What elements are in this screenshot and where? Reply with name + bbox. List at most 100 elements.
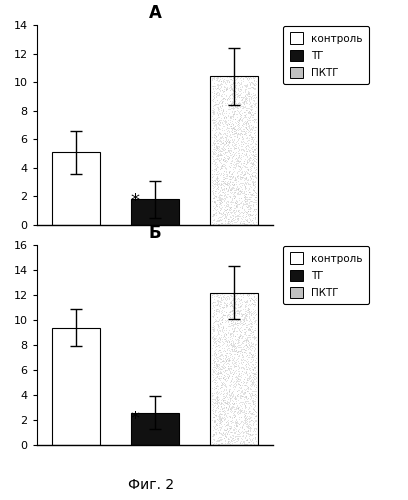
Point — [232, 319, 238, 327]
Point — [211, 359, 217, 367]
Point — [219, 86, 226, 94]
Point — [224, 302, 231, 310]
Point — [222, 138, 228, 145]
Point — [245, 374, 252, 382]
Point — [211, 204, 217, 212]
Point — [230, 328, 236, 336]
Point — [211, 406, 218, 414]
Point — [234, 342, 240, 350]
Point — [224, 310, 231, 318]
Point — [219, 383, 226, 391]
Point — [232, 392, 238, 400]
Point — [235, 94, 242, 102]
Point — [241, 425, 247, 433]
Point — [215, 120, 221, 128]
Point — [243, 289, 250, 297]
Point — [243, 360, 249, 368]
Point — [224, 197, 230, 205]
Point — [236, 309, 242, 317]
Point — [226, 105, 233, 113]
Point — [243, 322, 249, 330]
Point — [235, 168, 242, 175]
Point — [220, 188, 226, 196]
Point — [219, 120, 226, 128]
Point — [246, 307, 253, 315]
Point — [229, 216, 236, 224]
Point — [222, 414, 228, 422]
Point — [231, 86, 237, 94]
Point — [231, 164, 237, 172]
Point — [239, 185, 245, 193]
Point — [228, 82, 235, 90]
Point — [250, 178, 256, 186]
Point — [222, 389, 229, 397]
Point — [237, 328, 244, 336]
Point — [213, 388, 219, 396]
Point — [222, 102, 228, 110]
Point — [226, 206, 232, 214]
Point — [229, 90, 235, 98]
Point — [212, 166, 219, 174]
Point — [247, 124, 254, 132]
Point — [211, 292, 218, 300]
Point — [252, 154, 258, 162]
Point — [244, 426, 251, 434]
Point — [214, 125, 220, 133]
Point — [215, 396, 222, 404]
Point — [235, 72, 241, 80]
Point — [242, 305, 248, 313]
Point — [238, 138, 245, 146]
Point — [243, 142, 249, 150]
Point — [231, 149, 238, 157]
Point — [245, 290, 252, 298]
Point — [230, 112, 236, 120]
Point — [237, 341, 244, 349]
Point — [231, 362, 238, 370]
Point — [218, 362, 224, 370]
Point — [234, 320, 241, 328]
Point — [228, 406, 235, 413]
Point — [219, 162, 225, 170]
Point — [213, 136, 220, 143]
Point — [226, 350, 233, 358]
Point — [250, 80, 257, 88]
Point — [209, 329, 215, 337]
Point — [235, 365, 242, 373]
Point — [237, 317, 243, 325]
Point — [214, 322, 221, 330]
Point — [229, 436, 236, 444]
Point — [232, 144, 238, 152]
Point — [246, 408, 252, 416]
Point — [236, 393, 243, 401]
Point — [242, 151, 248, 159]
Point — [232, 164, 239, 172]
Point — [238, 364, 244, 372]
Point — [218, 180, 225, 188]
Point — [214, 390, 221, 398]
Point — [224, 172, 231, 179]
Point — [235, 404, 241, 412]
Point — [249, 162, 255, 170]
Point — [210, 220, 216, 228]
Point — [251, 372, 257, 380]
Point — [229, 437, 235, 445]
Point — [222, 385, 229, 393]
Point — [241, 120, 247, 128]
Point — [245, 120, 252, 128]
Point — [219, 98, 226, 106]
Point — [221, 174, 228, 182]
Point — [222, 393, 228, 401]
Point — [215, 73, 221, 81]
Point — [240, 330, 247, 338]
Point — [238, 294, 244, 302]
Point — [216, 89, 223, 97]
Point — [245, 164, 251, 172]
Point — [231, 326, 237, 334]
Point — [228, 404, 235, 411]
Point — [218, 308, 225, 316]
Point — [245, 354, 252, 362]
Point — [249, 420, 256, 428]
Point — [236, 406, 243, 414]
Point — [243, 300, 250, 308]
Point — [233, 203, 240, 211]
